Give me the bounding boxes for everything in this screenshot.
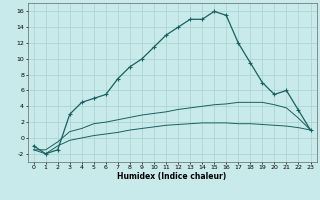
X-axis label: Humidex (Indice chaleur): Humidex (Indice chaleur) [117,172,227,181]
